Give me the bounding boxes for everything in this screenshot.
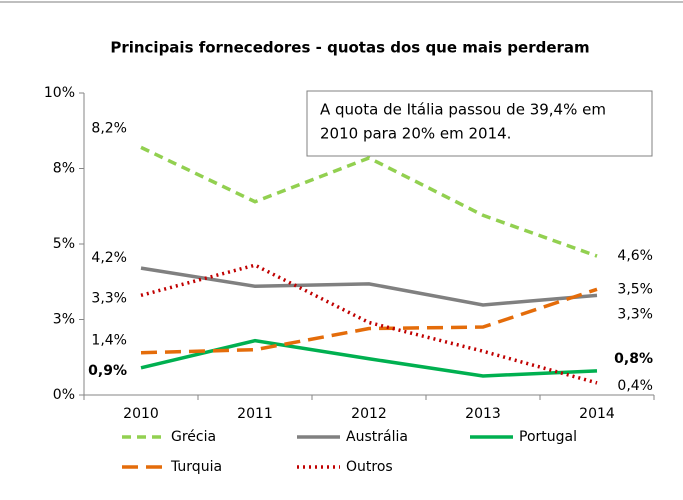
legend-label: Portugal xyxy=(519,429,577,445)
data-label: 0,8% xyxy=(614,351,653,367)
x-tick-label: 2010 xyxy=(123,406,159,422)
data-label: 4,6% xyxy=(617,248,653,264)
data-label: 0,4% xyxy=(617,378,653,394)
series-line xyxy=(140,145,598,258)
series-line xyxy=(140,263,598,385)
data-label: 3,3% xyxy=(617,306,653,322)
data-label: 3,3% xyxy=(91,290,127,306)
y-tick-label: 3% xyxy=(53,312,75,328)
data-label: 3,5% xyxy=(617,281,653,297)
annotation: 2010 para 20% em 2014. xyxy=(320,125,511,143)
annotation: A quota de Itália passou de 39,4% em xyxy=(320,101,606,119)
legend-label: Outros xyxy=(346,459,393,475)
data-label: 0,9% xyxy=(88,363,127,379)
data-label: 1,4% xyxy=(91,333,127,349)
legend-label: Grécia xyxy=(171,429,216,445)
series-line xyxy=(140,287,598,355)
legend-label: Austrália xyxy=(346,429,408,445)
data-label: 8,2% xyxy=(91,120,127,136)
series-line xyxy=(140,338,598,378)
y-tick-label: 8% xyxy=(53,161,75,177)
y-tick-label: 0% xyxy=(53,387,75,403)
x-tick-label: 2011 xyxy=(237,406,273,422)
x-tick-label: 2014 xyxy=(579,406,615,422)
x-tick-label: 2013 xyxy=(465,406,501,422)
y-tick-label: 5% xyxy=(53,236,75,252)
legend-label: Turquia xyxy=(170,459,222,475)
series-line xyxy=(140,266,598,307)
chart-title: Principais fornecedores - quotas dos que… xyxy=(110,39,589,57)
data-label: 4,2% xyxy=(91,250,127,266)
x-tick-label: 2012 xyxy=(351,406,387,422)
annotation-box xyxy=(306,90,653,157)
y-tick-label: 10% xyxy=(44,85,75,101)
